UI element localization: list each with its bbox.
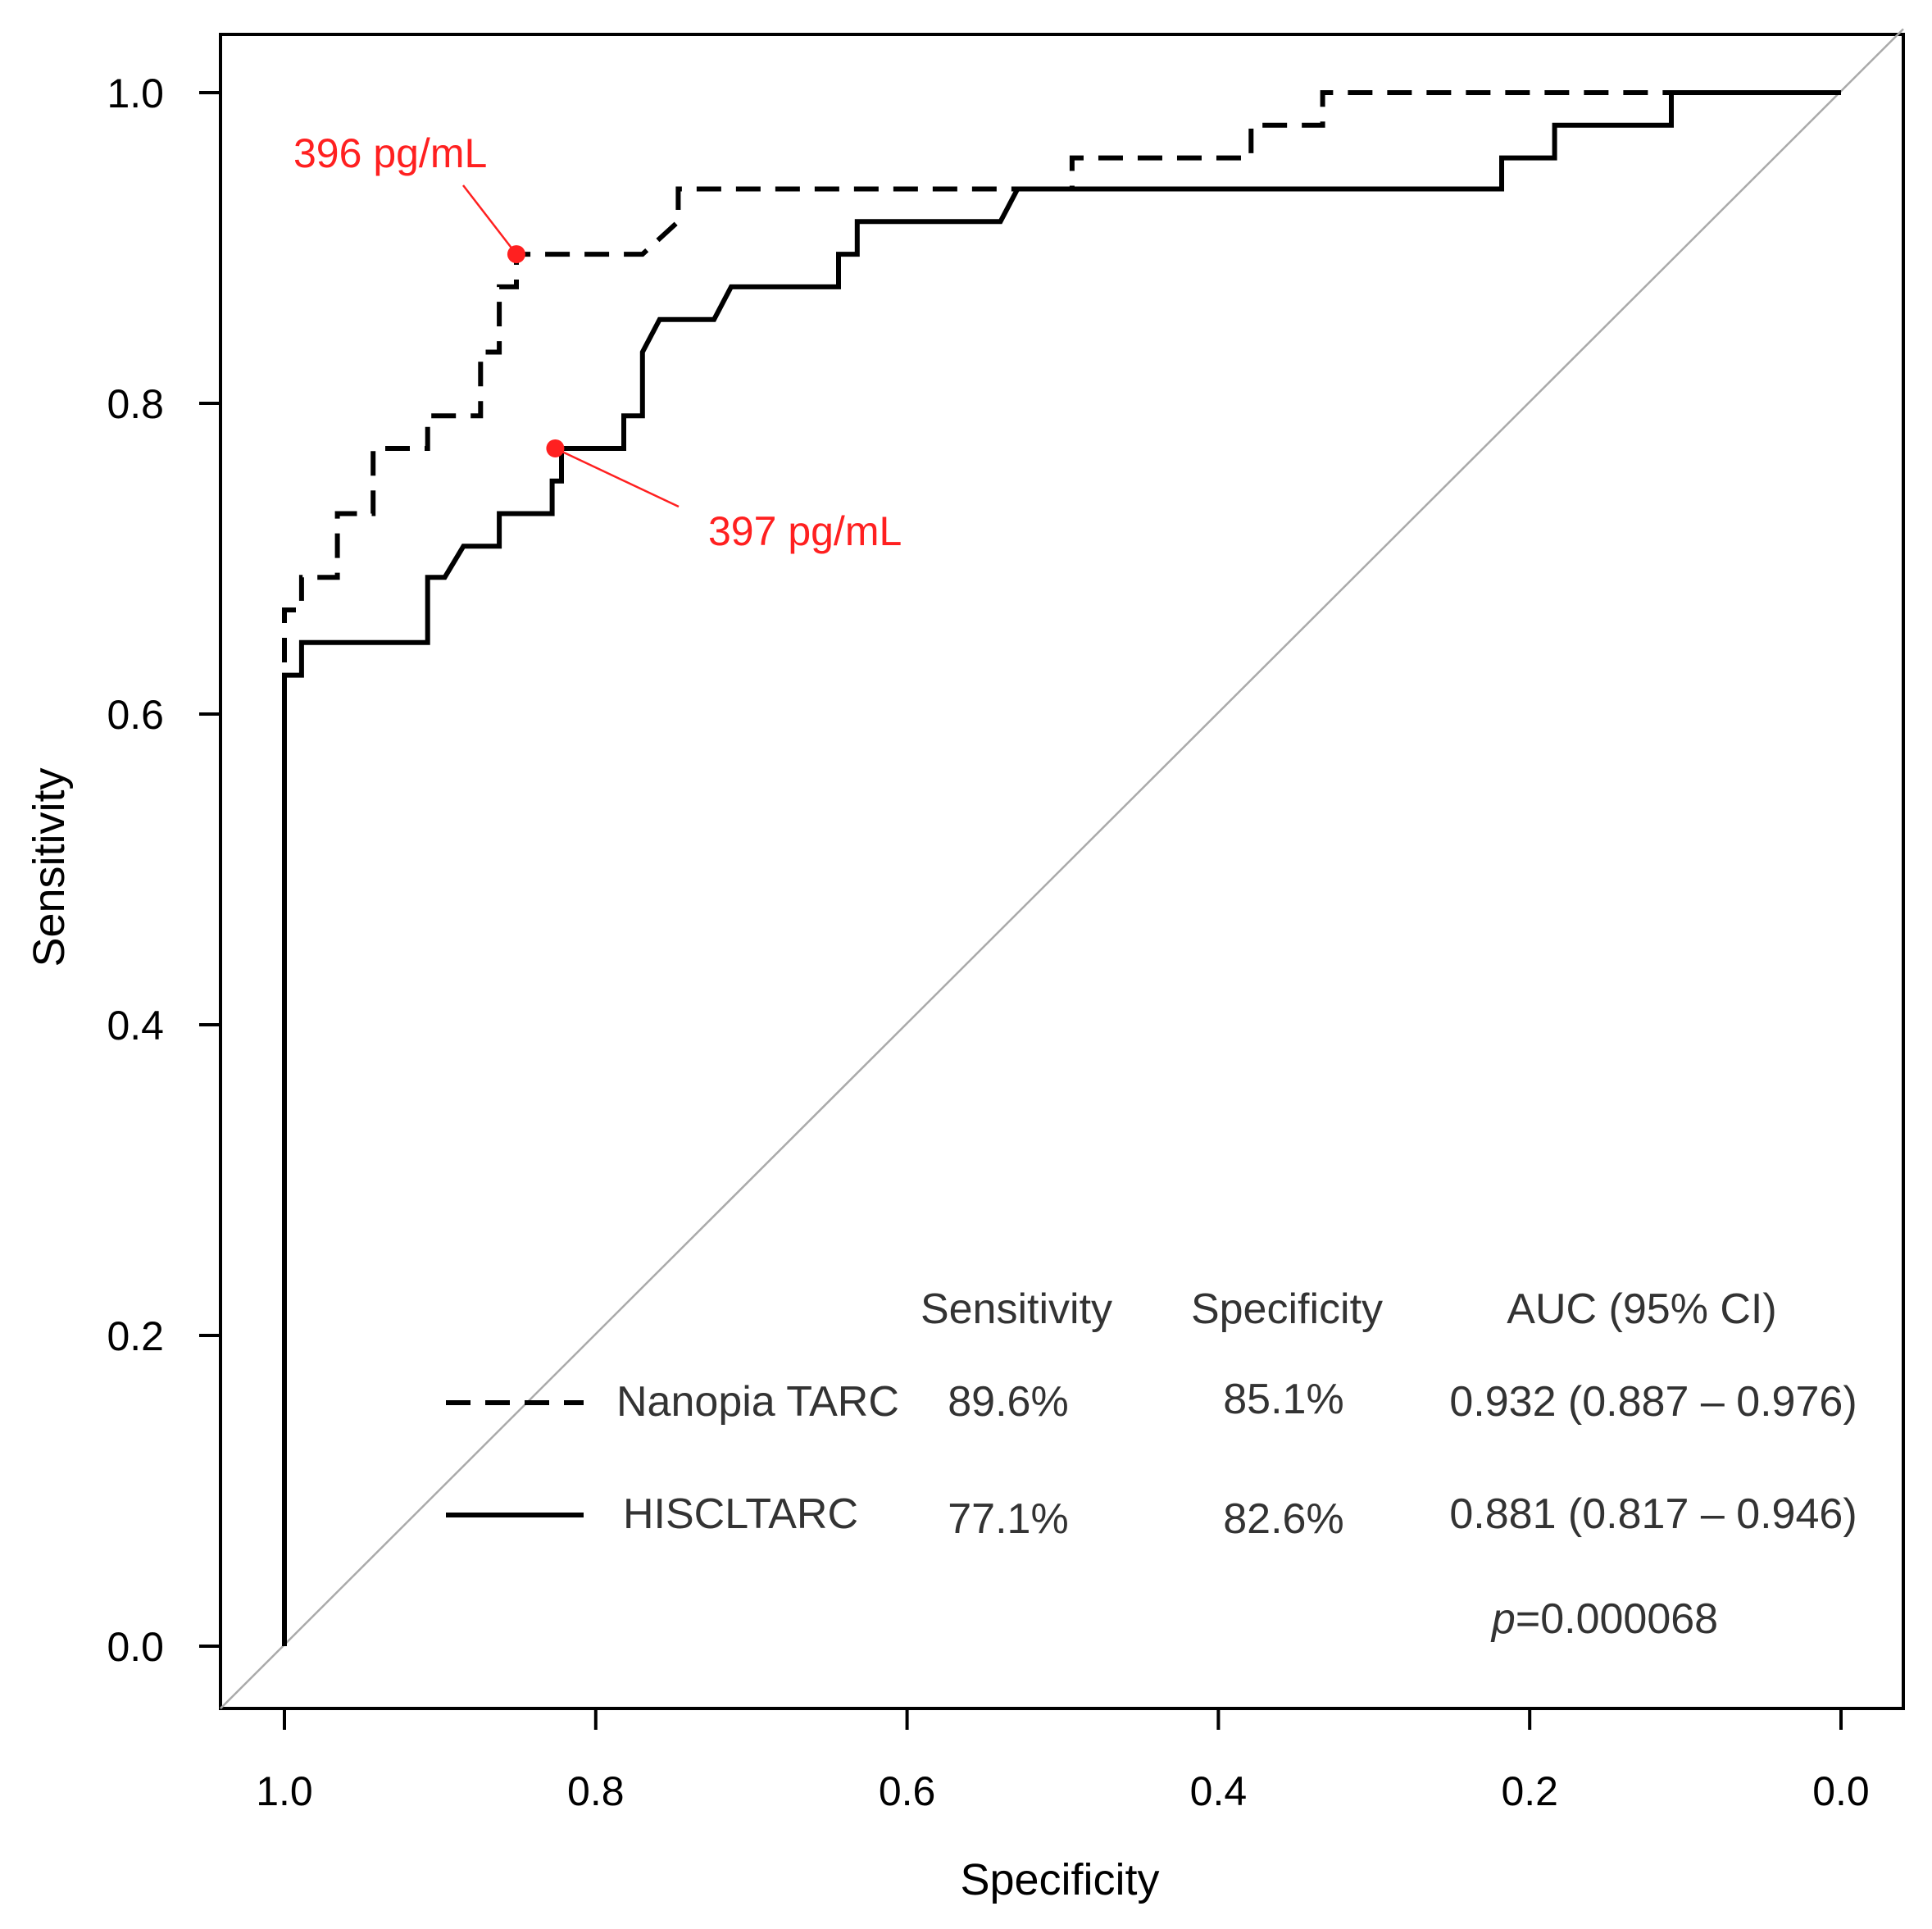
y-tick-label: 0.6 [107,692,164,738]
y-tick-label: 0.0 [107,1624,164,1670]
table-cell-specificity-nanopia: 85.1% [1223,1376,1343,1423]
cutoff-point-hiscl [546,439,565,457]
annotation-leader-hiscl [554,447,680,508]
series-line-nanopia-tarc [282,90,1841,1646]
annotation-leader-nanopia [462,184,517,255]
table-header-auc: AUC (95% CI) [1507,1285,1776,1333]
table-cell-specificity-hiscl: 82.6% [1223,1495,1343,1543]
table-cell-auc-nanopia: 0.932 (0.887 – 0.976) [1449,1378,1857,1426]
x-axis: 1.0 0.8 0.6 0.4 0.2 0.0 [256,1708,1870,1814]
x-tick-label: 0.8 [567,1768,625,1814]
x-tick-label: 0.6 [879,1768,936,1814]
x-tick-label: 0.4 [1190,1768,1248,1814]
legend-label-hiscl: HISCLTARC [623,1490,858,1538]
y-tick-label: 1.0 [107,71,164,116]
table-cell-sensitivity-nanopia: 89.6% [948,1378,1068,1426]
cutoff-point-nanopia [507,245,525,264]
summary-table: Sensitivity Specificity AUC (95% CI) Nan… [446,1285,1857,1643]
y-axis-title: Sensitivity [25,767,74,967]
x-tick-label: 1.0 [256,1768,313,1814]
series-line-hiscl-tarc [282,90,1841,1646]
table-header-specificity: Specificity [1191,1285,1383,1333]
cutoff-label-nanopia: 396 pg/mL [293,130,487,176]
reference-diagonal-line [220,28,1904,1709]
x-tick-label: 0.2 [1501,1768,1558,1814]
x-axis-title: Specificity [960,1855,1159,1904]
table-cell-auc-hiscl: 0.881 (0.817 – 0.946) [1449,1490,1857,1538]
y-axis: 0.0 0.2 0.4 0.6 0.8 1.0 [107,71,220,1670]
plot-frame [219,33,1905,1710]
x-tick-label: 0.0 [1812,1768,1870,1814]
y-tick-label: 0.8 [107,381,164,427]
p-value: p=0.000068 [1490,1595,1718,1643]
cutoff-label-hiscl: 397 pg/mL [708,508,902,554]
legend-label-nanopia: Nanopia TARC [616,1378,899,1426]
table-cell-sensitivity-hiscl: 77.1% [948,1495,1068,1543]
y-tick-label: 0.2 [107,1313,164,1359]
y-tick-label: 0.4 [107,1003,164,1049]
table-header-sensitivity: Sensitivity [921,1285,1112,1333]
